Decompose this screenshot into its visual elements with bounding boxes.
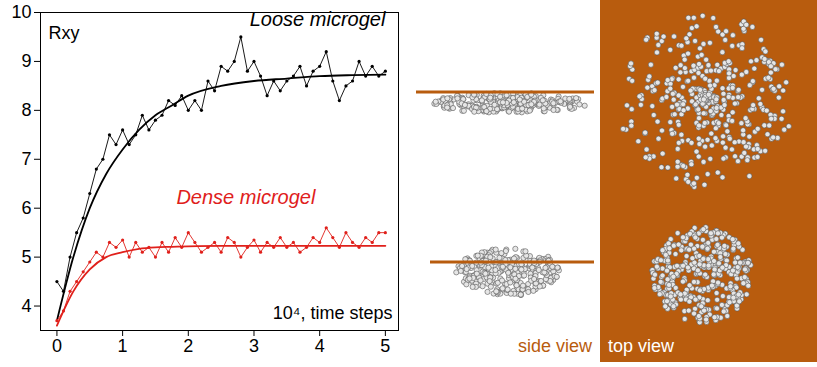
svg-text:4: 4 — [315, 336, 325, 356]
svg-text:4: 4 — [21, 296, 31, 316]
svg-text:5: 5 — [21, 247, 31, 267]
svg-text:3: 3 — [249, 336, 259, 356]
svg-text:top view: top view — [608, 336, 675, 356]
svg-text:2: 2 — [183, 336, 193, 356]
svg-text:10⁴, time steps: 10⁴, time steps — [273, 303, 393, 323]
svg-text:9: 9 — [21, 51, 31, 71]
svg-text:side view: side view — [518, 336, 593, 356]
svg-text:Rxy: Rxy — [49, 23, 80, 43]
svg-text:0: 0 — [52, 336, 62, 356]
svg-text:8: 8 — [21, 100, 31, 120]
svg-text:1: 1 — [118, 336, 128, 356]
svg-text:5: 5 — [380, 336, 390, 356]
svg-text:7: 7 — [21, 149, 31, 169]
svg-text:Loose microgel: Loose microgel — [250, 8, 386, 30]
svg-text:6: 6 — [21, 198, 31, 218]
svg-text:Dense microgel: Dense microgel — [176, 186, 316, 208]
svg-text:10: 10 — [11, 2, 31, 22]
